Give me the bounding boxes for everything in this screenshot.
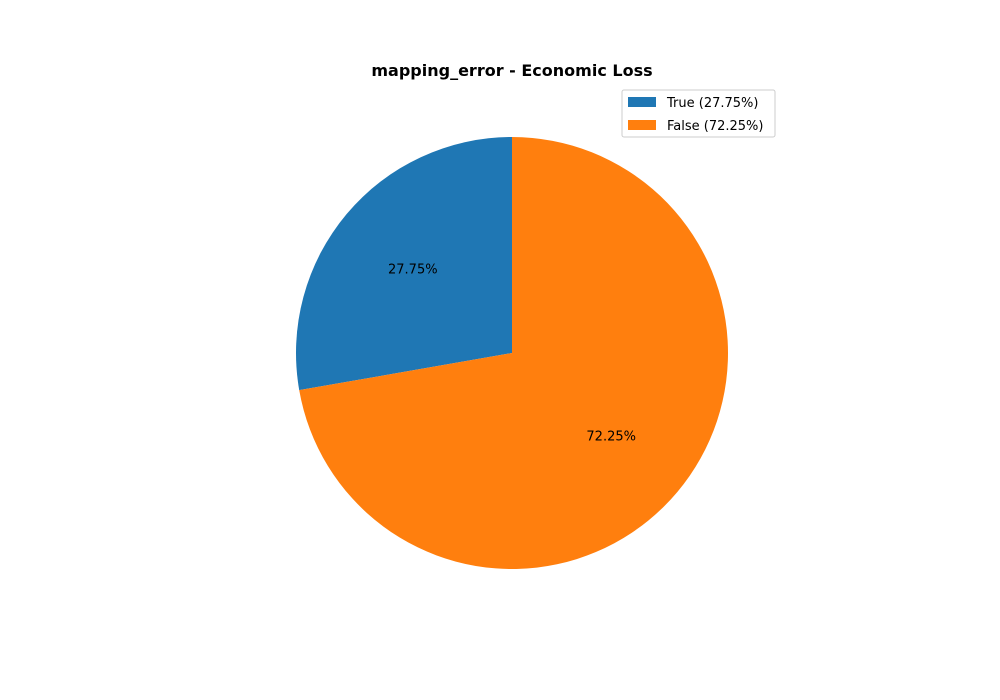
slice-label-false: 72.25%: [586, 429, 636, 444]
slice-label-true: 27.75%: [388, 263, 438, 278]
legend-swatch-false: [628, 120, 656, 130]
pie-slice-false: [299, 137, 728, 570]
legend: True (27.75%) False (72.25%): [621, 89, 776, 138]
legend-frame: [621, 89, 776, 138]
pie-slice-true: [296, 137, 512, 391]
pie-slices: [296, 137, 728, 570]
legend-label-true: True (27.75%): [666, 96, 758, 111]
legend-swatch-true: [628, 97, 656, 107]
pie-labels: 27.75% 72.25%: [388, 263, 636, 445]
chart-title: mapping_error - Economic Loss: [371, 61, 652, 80]
legend-label-false: False (72.25%): [667, 119, 763, 134]
